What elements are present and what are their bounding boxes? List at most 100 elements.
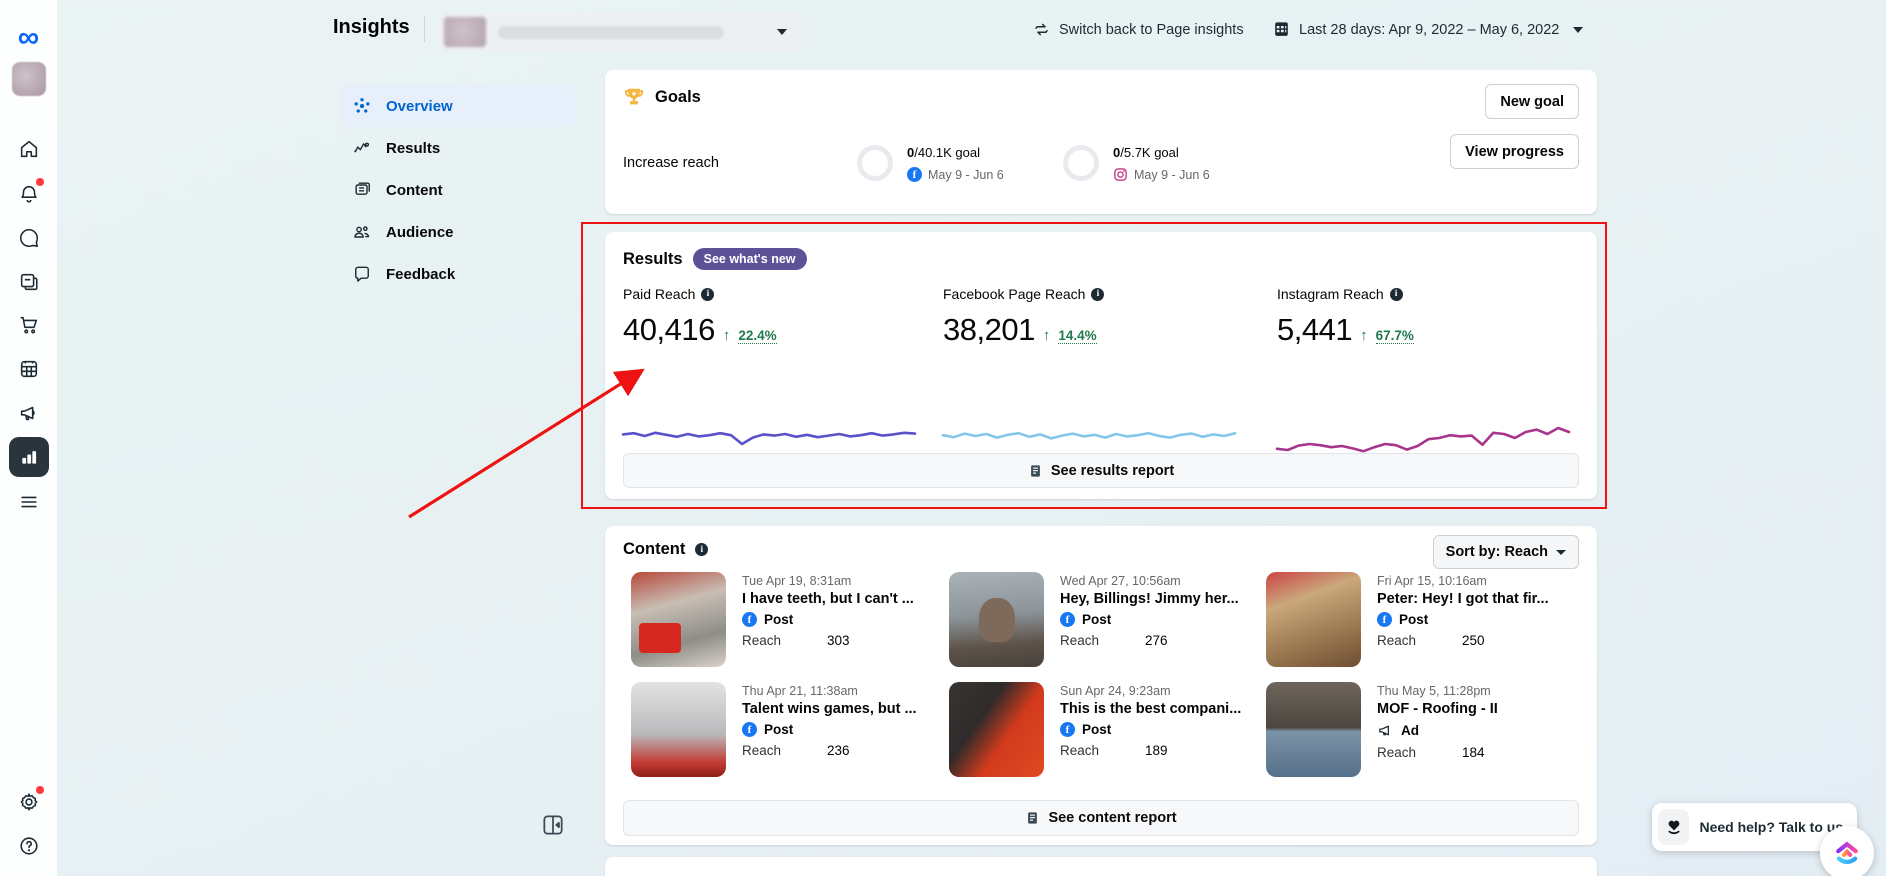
reach-value: 303 <box>827 633 850 648</box>
post-item[interactable]: Thu Apr 21, 11:38am Talent wins games, b… <box>631 682 936 778</box>
meta-infinity-icon: ∞ <box>17 21 40 54</box>
metric-label: Paid Reach <box>623 286 696 302</box>
sort-label: Sort by: Reach <box>1445 544 1548 560</box>
nav-item-content[interactable]: Content <box>340 169 576 211</box>
bar-chart-icon <box>21 451 36 464</box>
account-avatar <box>444 17 486 47</box>
nav-item-overview[interactable]: Overview <box>340 85 576 127</box>
metric-paid-reach: Paid Reach i 40,416 ↑ 22.4% <box>621 286 923 446</box>
chevron-down-icon <box>777 29 787 35</box>
post-date: Wed Apr 27, 10:56am <box>1060 574 1181 588</box>
info-icon[interactable]: i <box>1091 287 1105 301</box>
nav-item-feedback[interactable]: Feedback <box>340 253 576 295</box>
gear-icon <box>20 793 37 811</box>
account-name-redacted <box>498 25 724 39</box>
sort-by-button[interactable]: Sort by: Reach <box>1432 535 1579 569</box>
metric-value: 5,441 <box>1277 312 1353 347</box>
post-type-label: Post <box>764 612 794 627</box>
nav-item-audience[interactable]: Audience <box>340 211 576 253</box>
new-goal-button[interactable]: New goal <box>1485 84 1579 119</box>
overview-spark-icon <box>354 98 370 113</box>
reach-value: 250 <box>1462 633 1485 648</box>
facebook-icon: f <box>1060 722 1075 737</box>
results-title: Results <box>623 249 683 268</box>
nav-item-results[interactable]: Results <box>340 127 576 169</box>
post-thumbnail[interactable] <box>949 682 1044 777</box>
post-item[interactable]: Sun Apr 24, 9:23am This is the best comp… <box>949 682 1254 778</box>
metric-delta[interactable]: 67.7% <box>1375 328 1414 344</box>
metric-delta[interactable]: 22.4% <box>738 328 777 344</box>
rail-item-home[interactable] <box>9 129 49 169</box>
see-whats-new-badge[interactable]: See what's new <box>692 248 807 270</box>
rail-item-content[interactable] <box>9 262 49 302</box>
post-thumbnail[interactable] <box>631 682 726 777</box>
post-date: Thu May 5, 11:28pm <box>1377 684 1491 698</box>
post-thumbnail[interactable] <box>631 572 726 667</box>
switch-link-label: Switch back to Page insights <box>1059 21 1244 38</box>
post-item[interactable]: Wed Apr 27, 10:56am Hey, Billings! Jimmy… <box>949 572 1254 668</box>
rail-item-notifications[interactable] <box>9 174 49 214</box>
rail-item-ads[interactable] <box>9 393 49 433</box>
account-selector[interactable] <box>439 13 801 51</box>
planner-grid-icon <box>20 360 37 378</box>
report-icon <box>1028 812 1038 824</box>
content-title: Content <box>623 540 686 558</box>
post-thumbnail[interactable] <box>1266 682 1361 777</box>
up-arrow-icon: ↑ <box>722 327 731 344</box>
rail-item-settings[interactable] <box>9 782 49 822</box>
post-item[interactable]: Thu May 5, 11:28pm MOF - Roofing - II Ad… <box>1266 682 1571 778</box>
avatar <box>11 62 46 96</box>
collapse-panel-button[interactable] <box>538 810 568 840</box>
reach-label: Reach <box>742 743 782 758</box>
metric-delta[interactable]: 14.4% <box>1058 328 1097 344</box>
chevron-down-icon <box>1556 549 1566 555</box>
rail-item-insights[interactable] <box>8 437 49 477</box>
goal-dates: May 9 - Jun 6 <box>1134 167 1210 182</box>
info-icon[interactable]: i <box>701 287 715 301</box>
see-results-report-button[interactable]: See results report <box>623 453 1579 488</box>
view-progress-button[interactable]: View progress <box>1450 134 1579 169</box>
facebook-reach-sparkline <box>941 431 1237 440</box>
info-icon[interactable]: i <box>695 543 709 556</box>
feedback-bubble-icon <box>355 266 369 282</box>
rail-item-planner[interactable] <box>9 349 49 389</box>
switch-page-insights-link[interactable]: Switch back to Page insights <box>1032 20 1244 39</box>
post-title: MOF - Roofing - II <box>1377 701 1498 717</box>
goals-card: Goals New goal Increase reach 0/40.1K go… <box>605 70 1597 214</box>
info-icon[interactable]: i <box>1389 287 1403 301</box>
notification-badge <box>35 178 44 186</box>
meta-logo[interactable]: ∞ <box>9 18 49 58</box>
metric-facebook-page-reach: Facebook Page Reach i 38,201 ↑ 14.4% <box>941 286 1243 440</box>
post-title: Hey, Billings! Jimmy her... <box>1060 591 1239 607</box>
help-chat-label: Need help? Talk to us. <box>1699 819 1847 835</box>
post-item[interactable]: Fri Apr 15, 10:16am Peter: Hey! I got th… <box>1266 572 1571 668</box>
rail-item-messages[interactable] <box>9 218 49 258</box>
bell-icon <box>20 185 37 203</box>
content-card: Content i Sort by: Reach Tue Apr 19, 8:3… <box>605 526 1597 845</box>
content-pages-icon <box>355 182 370 195</box>
see-content-report-button[interactable]: See content report <box>623 800 1579 836</box>
post-thumbnail[interactable] <box>949 572 1044 667</box>
goal-target: /5.7K goal <box>1120 145 1179 160</box>
date-range-selector[interactable]: Last 28 days: Apr 9, 2022 – May 6, 2022 <box>1272 20 1584 39</box>
goal-current: 0 <box>907 145 915 160</box>
post-type-label: Ad <box>1401 723 1419 738</box>
reach-label: Reach <box>1377 745 1417 760</box>
instagram-icon <box>1114 168 1127 181</box>
rail-item-commerce[interactable] <box>9 305 49 345</box>
post-item[interactable]: Tue Apr 19, 8:31am I have teeth, but I c… <box>631 572 936 668</box>
rail-item-more[interactable] <box>9 482 49 522</box>
goal-value-row: 0/5.7K goal <box>1113 145 1179 160</box>
post-date: Tue Apr 19, 8:31am <box>742 574 852 588</box>
clickup-chat-button[interactable] <box>1820 826 1874 876</box>
goal-target: /40.1K goal <box>914 145 981 160</box>
rail-item-help[interactable] <box>9 826 49 866</box>
post-thumbnail[interactable] <box>1266 572 1361 667</box>
business-avatar[interactable] <box>9 59 49 99</box>
metric-label: Facebook Page Reach <box>943 286 1086 302</box>
goal-dates: May 9 - Jun 6 <box>928 167 1004 182</box>
goal-row-label: Increase reach <box>623 155 719 171</box>
insights-nav: Overview Results Content Audience Feedba… <box>340 85 576 295</box>
nav-label: Overview <box>386 97 453 115</box>
nav-label: Feedback <box>386 265 456 283</box>
